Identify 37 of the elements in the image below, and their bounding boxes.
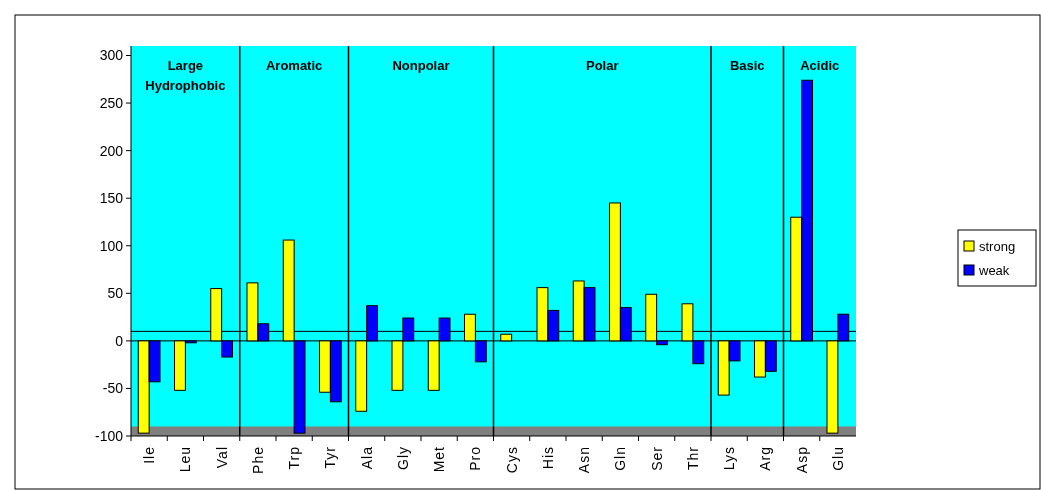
y-tick-label: 50 [107, 285, 124, 302]
x-tick-label: Cys [503, 446, 520, 474]
annotation: Nonpolar [392, 58, 450, 73]
x-tick-label: Ile [141, 446, 158, 464]
x-tick-label: Asp [793, 446, 810, 474]
x-tick-label: Tyr [322, 446, 339, 469]
x-tick-label: Pro [467, 446, 484, 471]
y-tick-label: 0 [115, 332, 124, 349]
y-tick-label: -100 [94, 427, 124, 444]
legend-label: weak [978, 262, 1010, 278]
legend-label: strong [979, 238, 1016, 254]
x-tick-label: Asn [576, 446, 593, 474]
annotation: Acidic [800, 58, 840, 73]
x-tick-label: Glu [829, 446, 846, 471]
y-tick-label: 250 [99, 94, 124, 111]
x-tick-label: Phe [249, 446, 266, 474]
x-tick-label: Gly [394, 446, 411, 470]
annotation: Basic [729, 58, 765, 73]
x-tick-label: Gln [612, 446, 629, 471]
y-tick-label: 200 [99, 142, 124, 159]
x-tick-label: Ala [358, 446, 375, 470]
x-tick-label: Lys [721, 446, 738, 471]
x-tick-label: Met [431, 446, 448, 473]
y-tick-label: -50 [102, 380, 124, 397]
x-tick-label: Val [213, 446, 230, 469]
y-tick-label: 100 [99, 237, 124, 254]
x-tick-label: Trp [286, 446, 303, 470]
annotation: Large Hydrophobic [145, 58, 226, 93]
x-tick-label: Ser [648, 446, 665, 471]
y-tick-label: 150 [99, 190, 124, 207]
annotation: Aromatic [265, 58, 323, 73]
x-tick-label: Arg [757, 446, 774, 471]
annotation: Polar [585, 58, 619, 73]
x-tick-label: Thr [684, 446, 701, 470]
y-tick-label: 300 [99, 47, 124, 64]
x-tick-label: His [539, 446, 556, 470]
x-tick-label: Leu [177, 446, 194, 473]
